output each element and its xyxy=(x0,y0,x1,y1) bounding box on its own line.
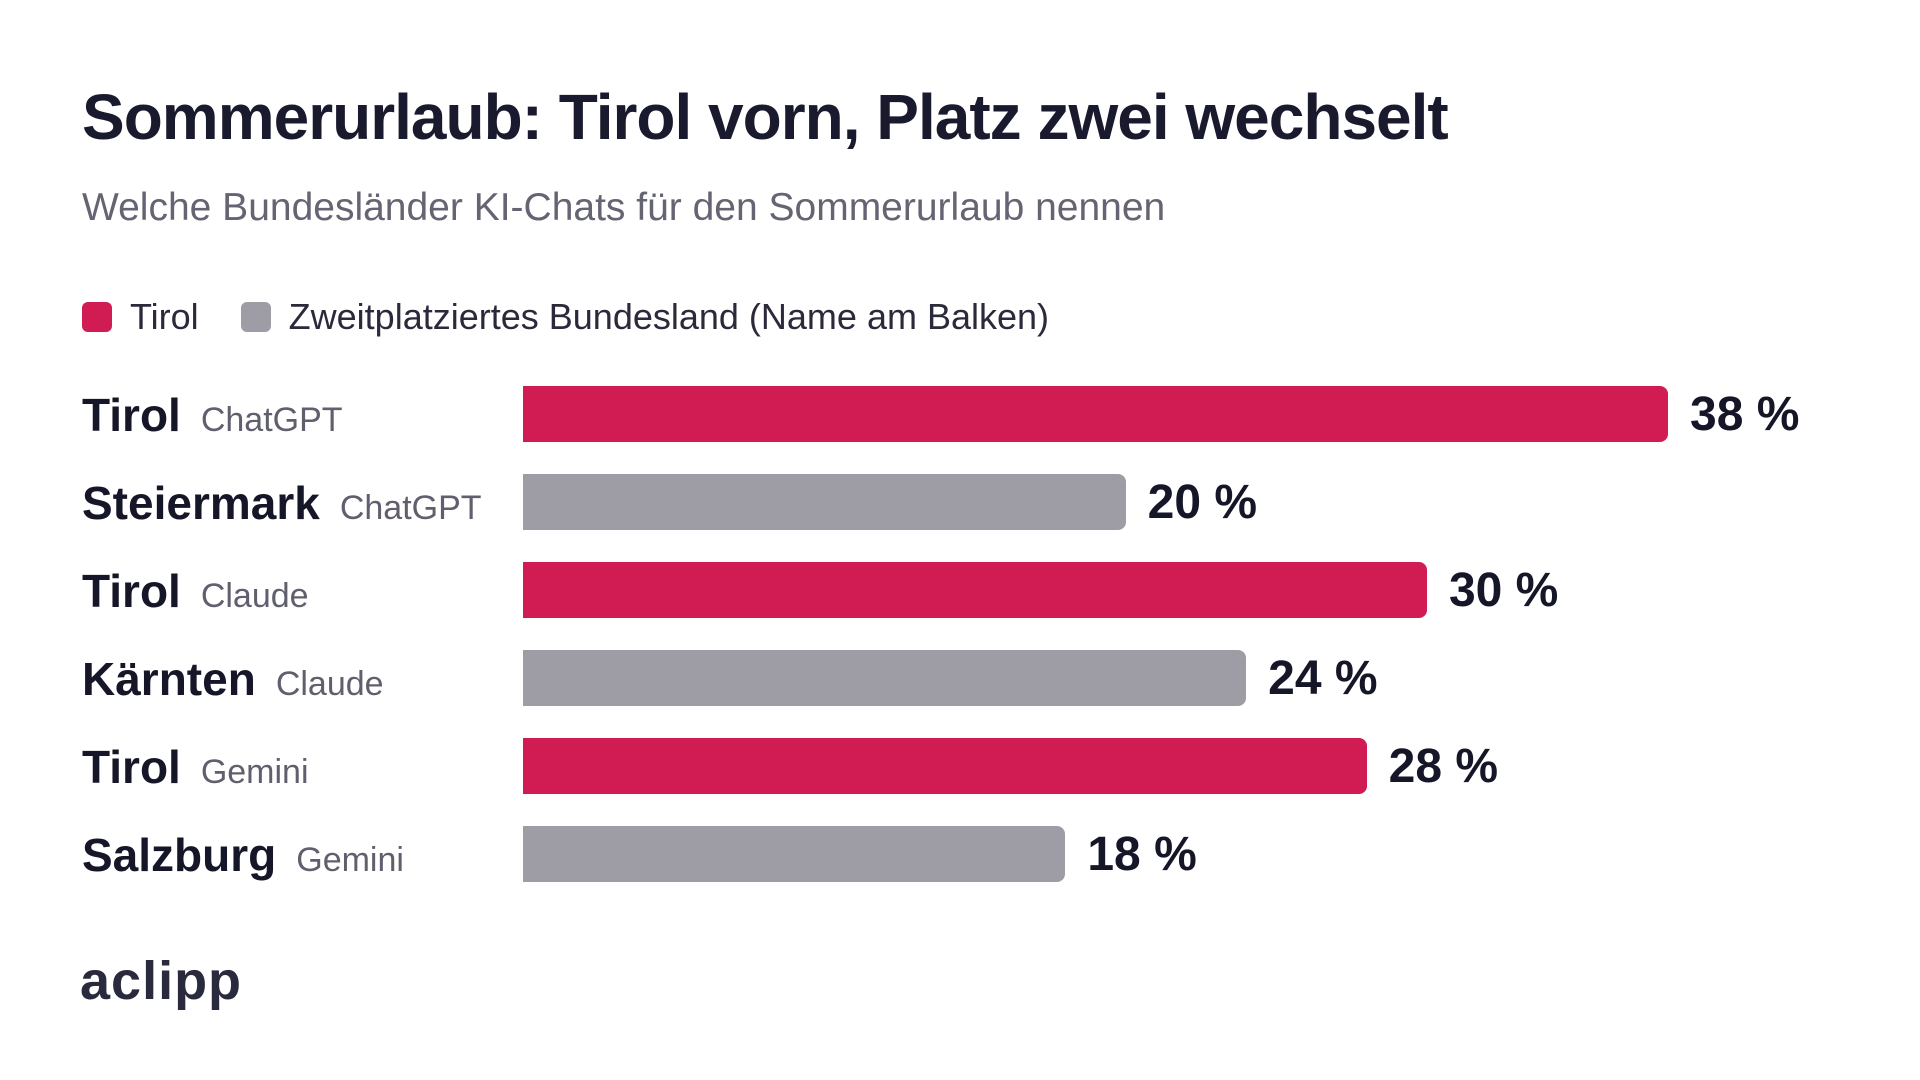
row-state-name: Tirol xyxy=(82,565,181,617)
legend-swatch-tirol xyxy=(82,302,112,332)
bar-row: Tirol ChatGPT 38 % xyxy=(0,386,1920,444)
row-label: Kärnten Claude xyxy=(82,650,384,708)
bar-value-label: 20 % xyxy=(1147,476,1258,529)
bar xyxy=(523,386,1668,442)
row-state-name: Steiermark xyxy=(82,477,320,529)
bar xyxy=(523,650,1247,706)
bar xyxy=(523,738,1367,794)
bar-value-label: 30 % xyxy=(1448,564,1559,617)
row-state-name: Tirol xyxy=(82,741,181,793)
brand-logo: aclipp xyxy=(80,951,243,1011)
row-state-name: Tirol xyxy=(82,389,181,441)
bar-value-label: 28 % xyxy=(1388,740,1499,793)
legend-label-second: Zweitplatziertes Bundesland (Name am Bal… xyxy=(288,296,1050,337)
bar-value-label: 18 % xyxy=(1087,828,1197,881)
bar-row: Kärnten Claude 24 % xyxy=(0,650,1920,708)
bar-value-label: 24 % xyxy=(1268,652,1378,705)
row-model-name: Gemini xyxy=(200,753,309,791)
bar xyxy=(523,474,1126,530)
legend-swatch-second xyxy=(240,302,271,332)
row-state-name: Kärnten xyxy=(82,653,256,705)
bar-value-label: 38 % xyxy=(1690,388,1800,441)
row-model-name: Claude xyxy=(200,577,309,615)
row-label: Tirol Gemini xyxy=(82,738,309,796)
chart-title: Sommerurlaub: Tirol vorn, Platz zwei wec… xyxy=(82,81,1449,153)
bar-row: Tirol Gemini 28 % xyxy=(0,738,1920,796)
row-label: Salzburg Gemini xyxy=(82,826,404,884)
bar xyxy=(523,826,1066,882)
bar-row: Tirol Claude 30 % xyxy=(0,562,1920,620)
row-model-name: Claude xyxy=(275,665,384,703)
row-model-name: ChatGPT xyxy=(339,489,482,527)
row-state-name: Salzburg xyxy=(82,829,277,881)
row-label: Tirol ChatGPT xyxy=(82,386,343,444)
legend: Tirol Zweitplatziertes Bundesland (Name … xyxy=(82,296,1091,338)
row-model-name: ChatGPT xyxy=(200,401,343,439)
chart-subtitle: Welche Bundesländer KI-Chats für den Som… xyxy=(82,186,1166,229)
legend-label-tirol: Tirol xyxy=(130,296,199,337)
row-label: Tirol Claude xyxy=(82,562,309,620)
legend-item-second: Zweitplatziertes Bundesland (Name am Bal… xyxy=(240,296,1050,338)
bar xyxy=(523,562,1427,618)
bar-row: Salzburg Gemini 18 % xyxy=(0,826,1920,884)
row-label: Steiermark ChatGPT xyxy=(82,474,482,532)
row-model-name: Gemini xyxy=(296,841,404,879)
bar-row: Steiermark ChatGPT 20 % xyxy=(0,474,1920,532)
legend-item-tirol: Tirol xyxy=(82,296,199,338)
